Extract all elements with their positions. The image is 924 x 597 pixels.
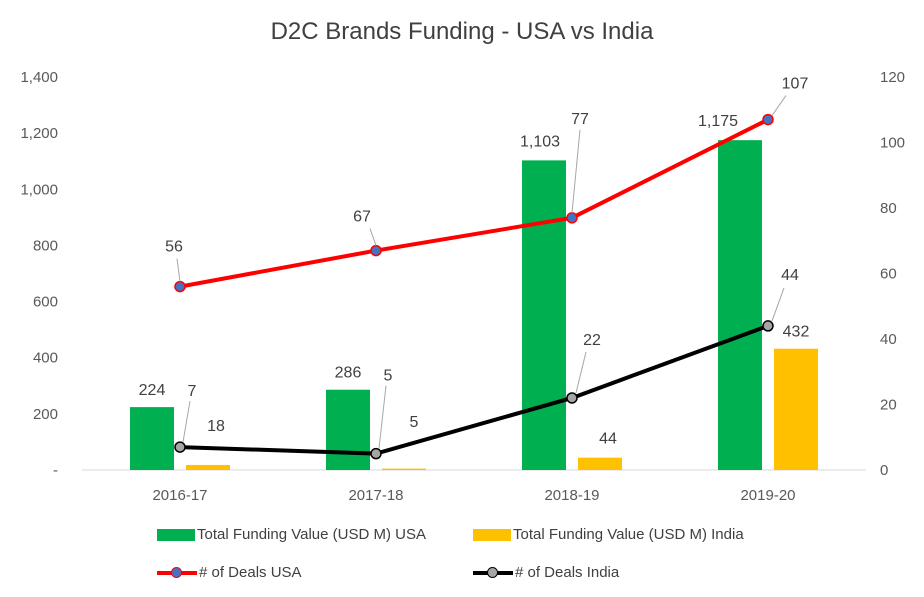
- left-axis-tick-label: 1,400: [20, 69, 58, 86]
- legend-item-india-funding: Total Funding Value (USD M) India: [473, 526, 744, 543]
- data-label-usa-deals: 77: [571, 111, 589, 128]
- left-axis-tick-label: 800: [33, 237, 58, 254]
- bar-usa-funding: [718, 140, 762, 471]
- data-label-india-funding: 5: [410, 414, 419, 431]
- bar-usa-funding: [326, 389, 370, 470]
- point-usa-deals: [174, 280, 186, 293]
- leader-line: [571, 129, 581, 213]
- point-india-deals: [762, 320, 774, 332]
- chart-title: D2C Brands Funding - USA vs India: [270, 18, 654, 45]
- data-label-india-funding: 44: [599, 431, 617, 448]
- legend-item-india-deals: # of Deals India: [473, 564, 619, 581]
- left-axis-tick-label: 1,200: [20, 125, 58, 142]
- data-label-usa-funding: 286: [335, 365, 362, 382]
- data-label-india-funding: 432: [783, 324, 810, 341]
- data-label-usa-deals: 67: [353, 209, 371, 226]
- data-label-usa-funding: 1,103: [520, 133, 560, 150]
- data-label-usa-deals: 56: [165, 239, 183, 256]
- point-india-deals: [566, 392, 578, 404]
- legend-label-usa-funding: Total Funding Value (USD M) USA: [197, 526, 426, 543]
- bar-usa-funding: [522, 160, 566, 471]
- line-india-deals: [179, 324, 769, 456]
- left-axis-tick-label: 600: [33, 294, 58, 311]
- bar-india-funding: [382, 468, 426, 470]
- bar-india-funding: [774, 348, 818, 470]
- right-axis-tick-label: 60: [880, 266, 897, 283]
- legend-item-usa-funding: Total Funding Value (USD M) USA: [157, 526, 426, 543]
- data-label-india-funding: 18: [207, 418, 225, 435]
- x-axis-tick-label: 2018-19: [544, 487, 599, 504]
- legend-label-india-deals: # of Deals India: [515, 564, 620, 581]
- leader-line: [182, 400, 191, 443]
- data-label-india-deals: 22: [583, 332, 601, 349]
- leader-line: [369, 228, 377, 246]
- left-axis-tick-label: 200: [33, 406, 58, 423]
- x-axis-tick-label: 2019-20: [740, 487, 795, 504]
- right-axis-tick-label: 100: [880, 135, 905, 152]
- leader-line: [378, 385, 387, 449]
- point-india-deals: [174, 441, 186, 453]
- line-usa-deals: [179, 117, 769, 289]
- leader-line: [771, 95, 787, 116]
- legend-swatch-usa-funding: [157, 528, 195, 541]
- point-usa-deals: [370, 244, 382, 257]
- left-axis-tick-label: 1,000: [20, 181, 58, 198]
- legend-swatch-india-deals: [473, 566, 513, 580]
- legend-label-india-funding: Total Funding Value (USD M) India: [513, 526, 744, 543]
- right-axis-tick-label: 120: [880, 69, 905, 86]
- legend-item-usa-deals: # of Deals USA: [157, 564, 302, 581]
- left-axis-tick-label: 400: [33, 350, 58, 367]
- bar-india-funding: [578, 457, 622, 470]
- legend-swatch-usa-deals: [157, 566, 197, 580]
- data-label-india-deals: 44: [781, 267, 799, 284]
- bar-usa-funding: [130, 407, 174, 470]
- point-usa-deals: [566, 212, 578, 224]
- bar-india-funding: [186, 464, 230, 470]
- right-axis-tick-label: 40: [880, 331, 897, 348]
- data-label-usa-deals: 107: [782, 76, 809, 93]
- left-axis-tick-label: -: [53, 462, 58, 479]
- data-label-usa-funding: 224: [139, 382, 166, 399]
- right-axis-tick-label: 80: [880, 200, 897, 217]
- data-label-india-deals: 5: [384, 368, 393, 385]
- right-axis-tick-label: 20: [880, 397, 897, 414]
- point-usa-deals: [762, 113, 774, 126]
- legend-label-usa-deals: # of Deals USA: [199, 564, 302, 581]
- leader-line: [771, 287, 785, 322]
- legend-swatch-india-funding: [473, 528, 511, 541]
- data-label-india-deals: 7: [188, 383, 197, 400]
- point-india-deals: [370, 447, 382, 460]
- right-axis-tick-label: 0: [880, 462, 888, 479]
- x-axis-tick-label: 2017-18: [348, 487, 403, 504]
- data-label-usa-funding: 1,175: [698, 113, 738, 130]
- leader-line: [575, 351, 587, 394]
- x-axis-tick-label: 2016-17: [152, 487, 207, 504]
- leader-line: [176, 258, 181, 282]
